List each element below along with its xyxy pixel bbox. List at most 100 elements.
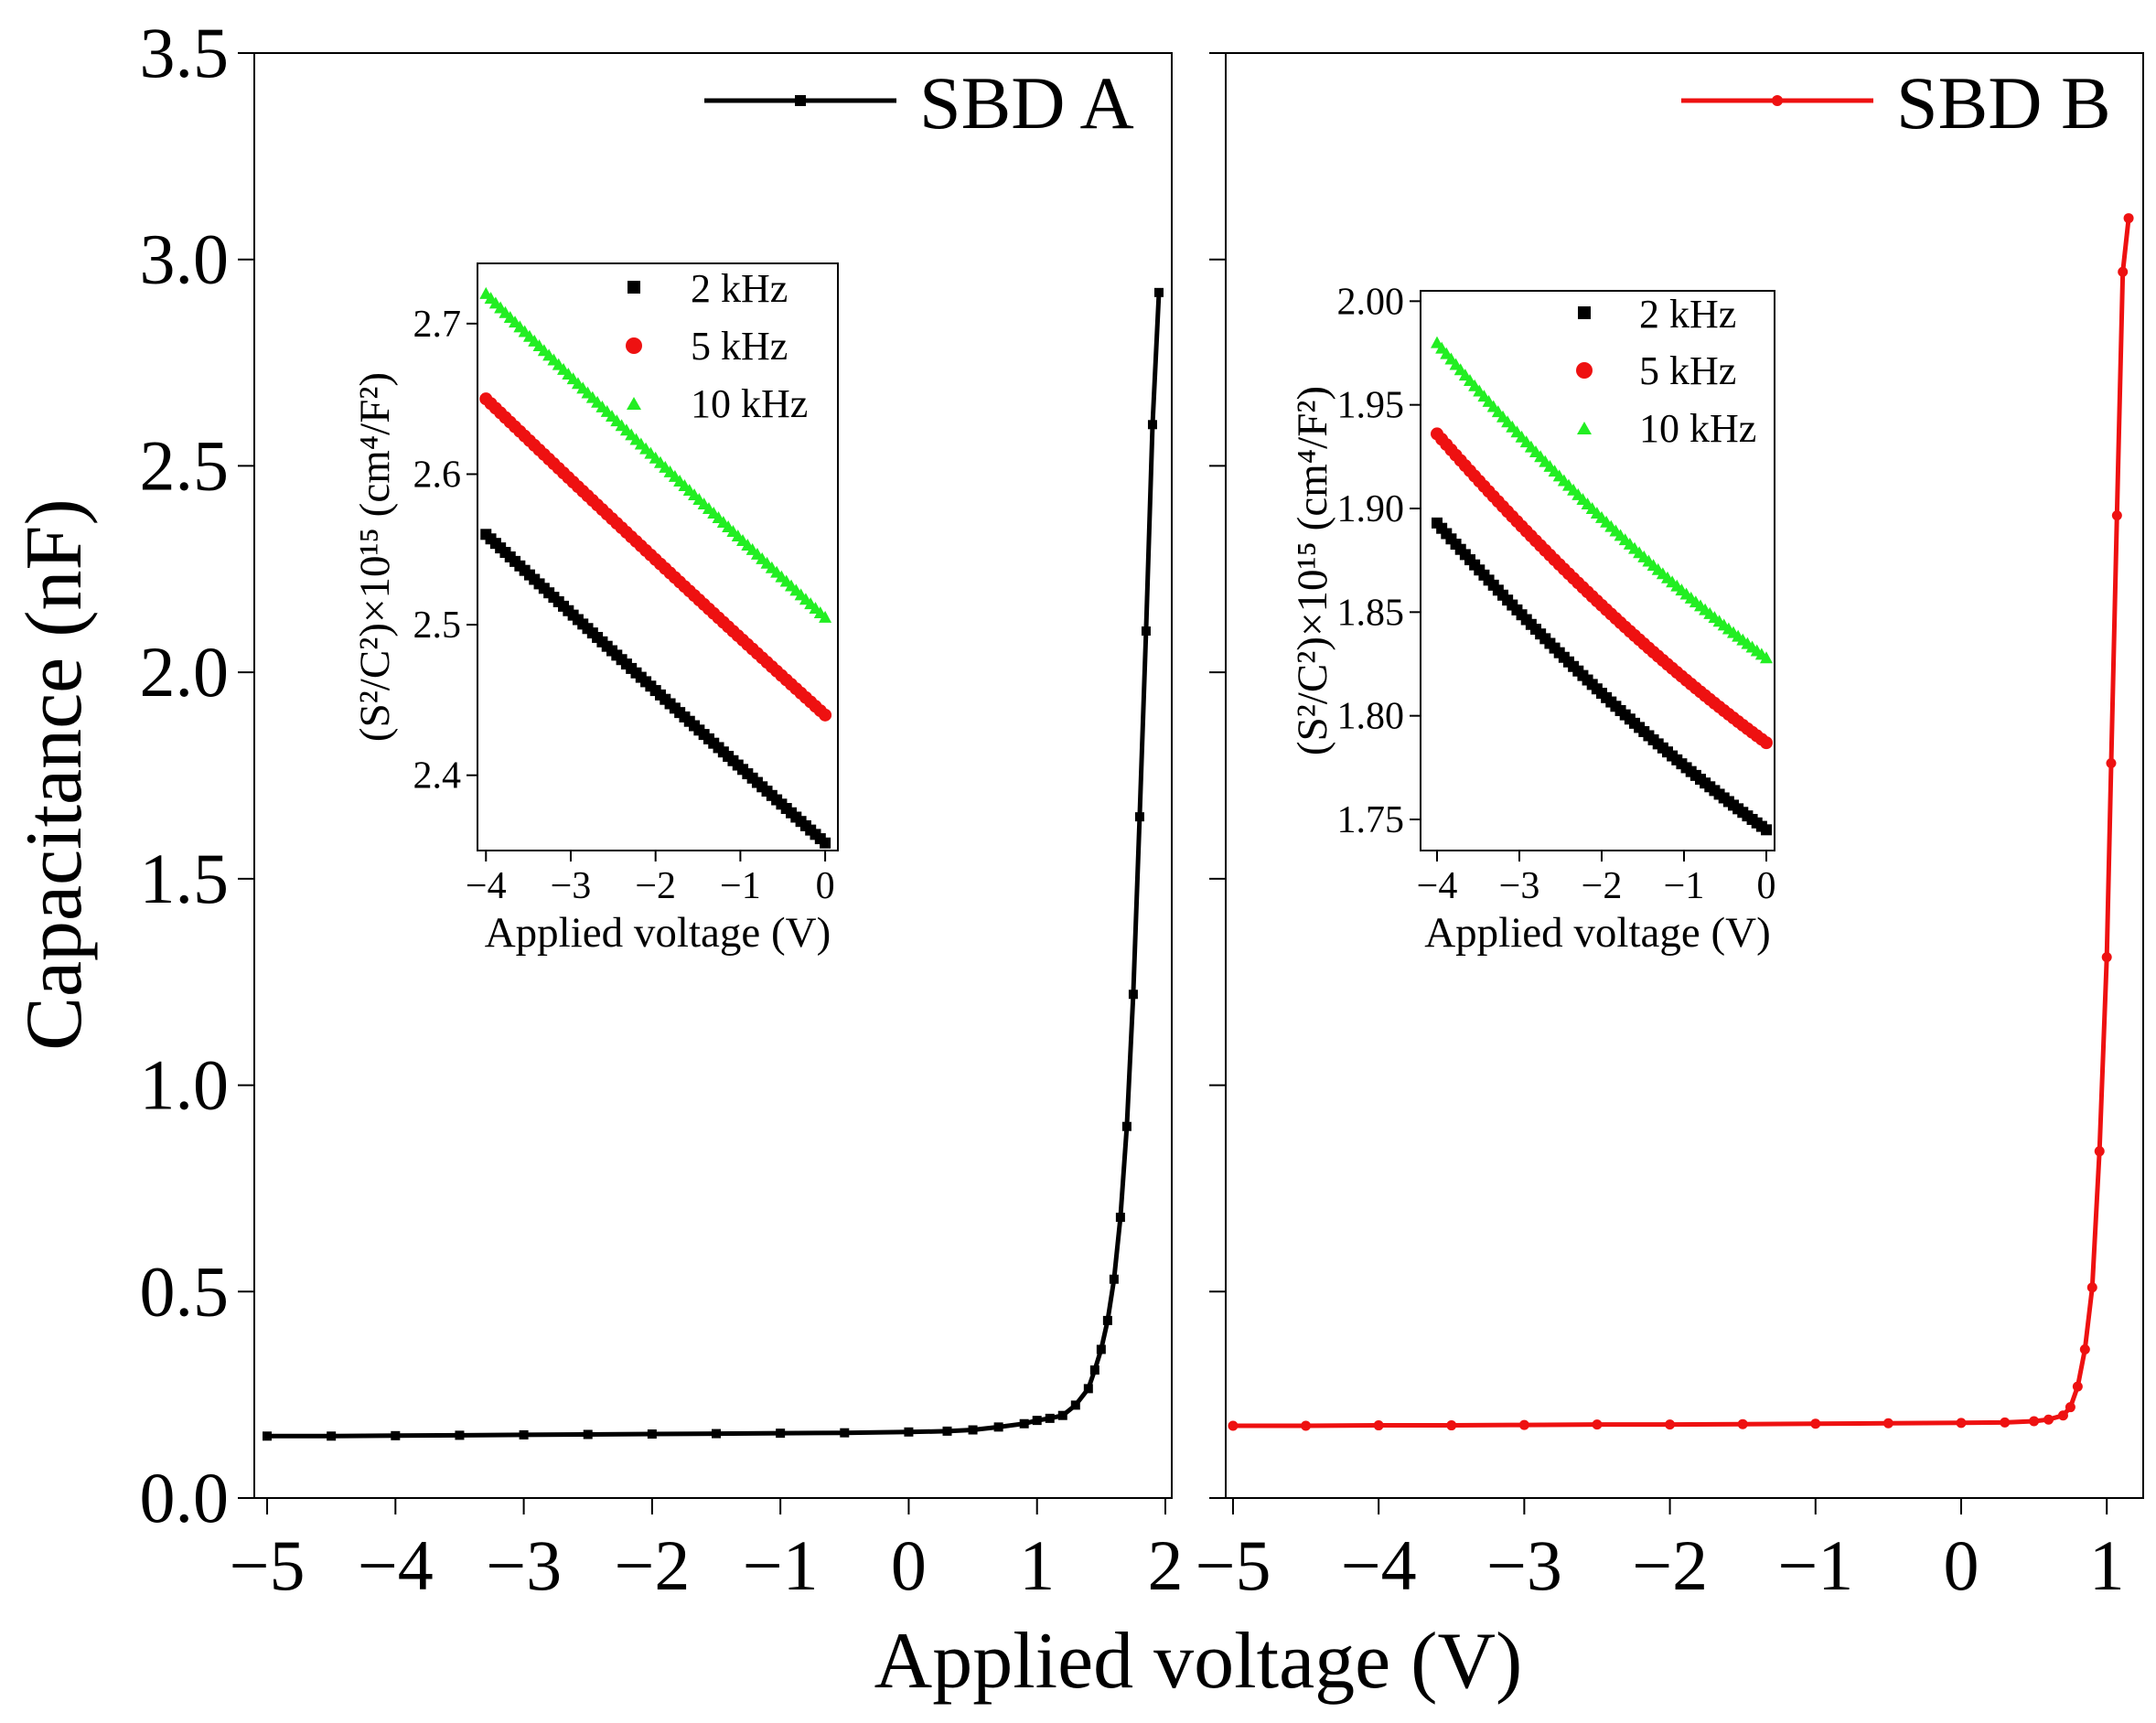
- main-left-x-tick-label: −3: [486, 1525, 562, 1605]
- main-right-point: [1518, 1419, 1529, 1430]
- main-left-y-tick-label: 0.0: [140, 1458, 230, 1537]
- inset-right-x-tick-label: −4: [1417, 865, 1458, 907]
- main-right-x-tick-label: −4: [1341, 1525, 1417, 1605]
- inset-right-y-tick-label: 1.80: [1337, 696, 1405, 738]
- inset-left-y-title: (S²/C²)×10¹⁵ (cm⁴/F²): [351, 372, 399, 742]
- main-right-x-tick-label: −5: [1195, 1525, 1271, 1605]
- main-left-point: [904, 1427, 914, 1437]
- inset-left-x-tick-label: 0: [816, 865, 835, 907]
- main-right-point: [1956, 1418, 1967, 1429]
- main-right-point: [1373, 1420, 1384, 1431]
- main-left-point: [942, 1426, 952, 1436]
- inset-right-x-tick-label: −1: [1664, 865, 1705, 907]
- inset-left-point: [820, 837, 831, 849]
- left-legend-label: SBD A: [919, 61, 1134, 144]
- main-right-point: [2057, 1410, 2068, 1421]
- inset-left-x-tick-label: −4: [466, 865, 507, 907]
- main-right-point: [1665, 1419, 1676, 1430]
- main-left-point: [712, 1429, 722, 1439]
- main-right-point: [1592, 1419, 1603, 1430]
- left-inset-legend-marker-5khz: [626, 337, 642, 354]
- right-inset-legend-marker-10khz: [1577, 422, 1592, 434]
- main-right-point: [1810, 1418, 1821, 1429]
- main-right-point: [2065, 1402, 2076, 1413]
- main-right-point: [2000, 1417, 2011, 1428]
- inset-right-y-tick-label: 1.85: [1337, 592, 1405, 634]
- right-legend-marker: [1772, 95, 1783, 106]
- left-legend-marker: [795, 95, 806, 106]
- main-left-point: [1115, 1213, 1125, 1223]
- inset-right-point: [1760, 651, 1773, 664]
- main-left-y-tick-label: 0.5: [140, 1251, 230, 1331]
- main-left-point: [1153, 287, 1164, 297]
- main-left-point: [1102, 1315, 1112, 1325]
- inset-right-y-tick-label: 2.00: [1337, 281, 1405, 323]
- main-left-point: [1109, 1274, 1119, 1284]
- main-left-x-tick-label: 2: [1147, 1525, 1183, 1605]
- main-right-point: [2072, 1381, 2083, 1392]
- left-inset-legend-10khz: 10 kHz: [691, 381, 808, 426]
- main-right-point: [2086, 1282, 2097, 1293]
- inset-left-x-title: Applied voltage (V): [485, 909, 831, 957]
- right-inset-legend-2khz: 2 kHz: [1639, 292, 1736, 337]
- inset-left-y-tick-label: 2.6: [413, 454, 462, 496]
- right-panel: −5 −4 −3 −2 −1 0 1: [1195, 52, 2134, 1605]
- main-left-y-tick-label: 3.5: [140, 13, 230, 92]
- main-left-point: [840, 1428, 850, 1438]
- left-inset-legend-2khz: 2 kHz: [691, 266, 788, 311]
- main-left-point: [1019, 1418, 1029, 1429]
- left-inset-legend: 2 kHz 5 kHz 10 kHz: [626, 266, 808, 426]
- main-left-x-tick-label: −4: [358, 1525, 434, 1605]
- left-inset-legend-marker-10khz: [627, 397, 641, 410]
- main-right-x-tick-label: 1: [2089, 1525, 2125, 1605]
- main-left-point: [1083, 1384, 1093, 1394]
- main-left-point: [1096, 1344, 1106, 1354]
- main-left-x-tick-label: −1: [743, 1525, 819, 1605]
- main-left-point: [1121, 1121, 1132, 1131]
- main-left-point: [1070, 1400, 1080, 1410]
- main-right-point: [2101, 952, 2112, 963]
- main-right-x-tick-label: 0: [1943, 1525, 1979, 1605]
- inset-left-y-tick-label: 2.7: [413, 304, 462, 346]
- inset-left-x-tick-label: −1: [720, 865, 761, 907]
- main-right-point: [1446, 1420, 1457, 1431]
- main-right-point: [2094, 1146, 2105, 1157]
- main-left-point: [1147, 420, 1157, 430]
- main-left-x-tick-label: −5: [230, 1525, 306, 1605]
- right-inset: −4 −3 −2 −1 0 1.75 1.80 1.85 1.90 1.95 2.00 Applied…: [1289, 281, 1776, 957]
- inset-right-x-tick-label: 0: [1757, 865, 1776, 907]
- right-inset-legend-5khz: 5 kHz: [1639, 348, 1736, 393]
- main-left-x-tick-label: −2: [614, 1525, 690, 1605]
- main-left-point: [776, 1429, 786, 1439]
- x-axis-title: Applied voltage (V): [874, 1617, 1523, 1706]
- inset-right-y-title: (S²/C²)×10¹⁵ (cm⁴/F²): [1289, 386, 1336, 755]
- right-legend: SBD B: [1681, 61, 2111, 144]
- main-right-x-tick-label: −3: [1486, 1525, 1562, 1605]
- right-inset-legend-marker-5khz: [1576, 362, 1593, 379]
- main-left-point: [583, 1429, 593, 1439]
- main-left-point: [391, 1430, 401, 1440]
- main-left-x-tick-label: 0: [891, 1525, 927, 1605]
- right-panel-frame: [1225, 52, 2144, 1499]
- left-legend: SBD A: [704, 61, 1134, 144]
- right-inset-legend: 2 kHz 5 kHz 10 kHz: [1576, 292, 1756, 451]
- inset-left-x-tick-label: −3: [551, 865, 592, 907]
- inset-right-x-tick-label: −3: [1499, 865, 1540, 907]
- left-inset: −4 −3 −2 −1 0 2.4 2.5 2.6 2.7 Applied voltage (V)…: [351, 262, 839, 957]
- inset-right-point: [1761, 824, 1772, 836]
- main-left-point: [455, 1430, 465, 1440]
- main-left-point: [1057, 1410, 1067, 1420]
- inset-right-y-tick-label: 1.95: [1337, 385, 1405, 427]
- main-right-point: [1882, 1418, 1893, 1429]
- main-left-x-tick-label: 1: [1019, 1525, 1055, 1605]
- main-right-point: [1301, 1420, 1312, 1431]
- left-inset-legend-5khz: 5 kHz: [691, 324, 788, 369]
- main-right-point: [2029, 1416, 2040, 1427]
- main-right-point: [2106, 757, 2117, 768]
- inset-left-x-tick-label: −2: [635, 865, 676, 907]
- inset-right-x-tick-label: −2: [1582, 865, 1623, 907]
- inset-right-point: [1760, 736, 1773, 750]
- main-left-y-tick-label: 3.0: [140, 219, 230, 299]
- inset-right-y-tick-label: 1.90: [1337, 488, 1405, 530]
- main-left-point: [263, 1431, 273, 1441]
